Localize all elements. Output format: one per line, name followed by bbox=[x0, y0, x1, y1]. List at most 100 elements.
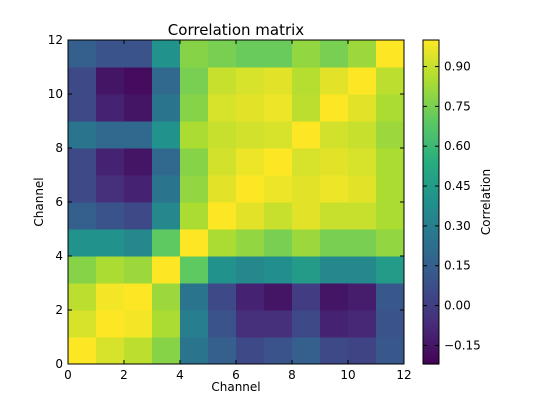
heatmap-cell bbox=[348, 175, 377, 203]
colorbar-segment bbox=[423, 318, 439, 322]
heatmap-cell bbox=[180, 283, 209, 311]
colorbar-segment bbox=[423, 204, 439, 208]
heatmap-cell bbox=[180, 40, 209, 68]
colorbar-segment bbox=[423, 320, 439, 325]
heatmap-cell bbox=[124, 67, 153, 95]
colorbar-segment bbox=[423, 231, 439, 235]
colorbar-segment bbox=[423, 266, 439, 271]
heatmap-cell bbox=[208, 283, 237, 311]
colorbar-segment bbox=[423, 67, 439, 71]
heatmap-cell bbox=[236, 94, 265, 122]
heatmap-cell bbox=[208, 229, 237, 257]
colorbar-segment bbox=[423, 218, 439, 222]
heatmap-cell bbox=[320, 40, 349, 68]
colorbar-segment bbox=[423, 156, 439, 160]
colorbar-segment bbox=[423, 234, 439, 238]
heatmap-cell bbox=[292, 40, 321, 68]
heatmap-cell bbox=[292, 121, 321, 149]
colorbar-segment bbox=[423, 202, 439, 206]
colorbar-segment bbox=[423, 48, 439, 52]
colorbar-segment bbox=[423, 115, 439, 119]
colorbar-segment bbox=[423, 148, 439, 152]
heatmap-cell bbox=[96, 337, 125, 365]
colorbar-segment bbox=[423, 169, 439, 173]
heatmap-cell bbox=[236, 256, 265, 284]
heatmap-cell bbox=[292, 94, 321, 122]
heatmap-cell bbox=[348, 337, 377, 365]
colorbar-segment bbox=[423, 220, 439, 225]
colorbar-segment bbox=[423, 121, 439, 125]
heatmap-cell bbox=[180, 337, 209, 365]
colorbar-segment bbox=[423, 269, 439, 273]
colorbar-segment bbox=[423, 56, 439, 60]
colorbar-segment bbox=[423, 112, 439, 117]
heatmap-cell bbox=[152, 121, 181, 149]
heatmap-cell bbox=[292, 202, 321, 230]
heatmap-cell bbox=[264, 337, 293, 365]
y-tick-label: 2 bbox=[55, 303, 63, 317]
chart-title: Correlation matrix bbox=[168, 21, 305, 39]
colorbar-segment bbox=[423, 247, 439, 252]
colorbar-segment bbox=[423, 242, 439, 246]
colorbar-segment bbox=[423, 85, 439, 90]
colorbar-segment bbox=[423, 91, 439, 95]
colorbar-segment bbox=[423, 50, 439, 55]
colorbar-segment bbox=[423, 229, 439, 233]
colorbar-segment bbox=[423, 191, 439, 195]
heatmap-cell bbox=[152, 67, 181, 95]
heatmap-cell bbox=[180, 310, 209, 338]
y-tick-label: 4 bbox=[55, 249, 63, 263]
heatmap-cell bbox=[292, 337, 321, 365]
heatmap-cell bbox=[320, 148, 349, 176]
heatmap-cell bbox=[376, 229, 405, 257]
heatmap-cell bbox=[348, 40, 377, 68]
colorbar-segment bbox=[423, 280, 439, 284]
heatmap-cell bbox=[68, 310, 97, 338]
heatmap-cell bbox=[376, 202, 405, 230]
heatmap-cell bbox=[348, 229, 377, 257]
colorbar-segment bbox=[423, 226, 439, 230]
heatmap-cell bbox=[264, 256, 293, 284]
heatmap-cell bbox=[68, 148, 97, 176]
colorbar-segment bbox=[423, 274, 439, 279]
colorbar-segment bbox=[423, 110, 439, 114]
heatmap-cell bbox=[68, 229, 97, 257]
colorbar-segment bbox=[423, 42, 439, 46]
colorbar-label: Correlation bbox=[479, 169, 493, 235]
axis-ticks: 0 2 4 6 8 10 12 0 2 4 6 8 10 12 bbox=[48, 33, 412, 382]
heatmap-cell bbox=[208, 94, 237, 122]
colorbar-segment bbox=[423, 99, 439, 103]
heatmap-cell bbox=[264, 148, 293, 176]
colorbar-segment bbox=[423, 145, 439, 149]
colorbar-segment bbox=[423, 193, 439, 198]
heatmap-cell bbox=[96, 310, 125, 338]
colorbar-tick-label: 0.30 bbox=[444, 219, 471, 233]
heatmap-cell bbox=[348, 148, 377, 176]
colorbar-segment bbox=[423, 153, 439, 157]
heatmap-cell bbox=[320, 283, 349, 311]
colorbar-segment bbox=[423, 64, 439, 68]
colorbar-segment bbox=[423, 323, 439, 327]
heatmap-cell bbox=[292, 67, 321, 95]
colorbar-segment bbox=[423, 58, 439, 63]
heatmap-cell bbox=[208, 202, 237, 230]
colorbar-segment bbox=[423, 293, 439, 298]
heatmap-cell bbox=[348, 256, 377, 284]
heatmap-cell bbox=[96, 202, 125, 230]
heatmap-cell bbox=[96, 175, 125, 203]
heatmap-cell bbox=[264, 310, 293, 338]
heatmap-cell bbox=[264, 121, 293, 149]
heatmap-cell bbox=[376, 67, 405, 95]
heatmap-cell bbox=[236, 229, 265, 257]
colorbar-tick-label: 0.00 bbox=[444, 299, 471, 313]
colorbar-segment bbox=[423, 102, 439, 106]
colorbar-segment bbox=[423, 345, 439, 349]
colorbar-segment bbox=[423, 123, 439, 127]
colorbar-tick-label: 0.75 bbox=[444, 99, 471, 113]
heatmap-cell bbox=[124, 175, 153, 203]
heatmap-cell bbox=[376, 310, 405, 338]
heatmap-cell bbox=[376, 337, 405, 365]
heatmap-cell bbox=[292, 229, 321, 257]
colorbar-tick-label: 0.60 bbox=[444, 139, 471, 153]
heatmap-cell bbox=[124, 229, 153, 257]
